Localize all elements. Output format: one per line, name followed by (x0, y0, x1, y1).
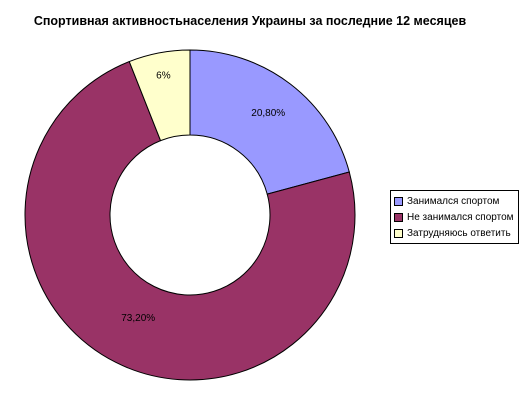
legend-item: Не занимался спортом (394, 209, 514, 225)
legend-item: Занимался спортом (394, 193, 514, 209)
legend-swatch (394, 228, 403, 238)
legend-label: Не занимался спортом (407, 211, 514, 223)
legend-label: Затрудняюсь ответить (407, 227, 511, 239)
legend-label: Занимался спортом (407, 195, 500, 207)
donut-slice (24, 60, 356, 381)
slice-value-label: 73,20% (121, 313, 155, 324)
legend: Занимался спортом Не занимался спортом З… (390, 190, 519, 244)
legend-swatch (394, 196, 403, 206)
donut-slice (189, 49, 350, 195)
legend-item: Затрудняюсь ответить (394, 225, 514, 241)
donut-slice (128, 49, 191, 142)
legend-swatch (394, 212, 403, 222)
slice-value-label: 6% (156, 71, 171, 82)
chart-title: Спортивная активностьнаселения Украины з… (33, 14, 467, 28)
slice-value-label: 20,80% (251, 108, 285, 119)
